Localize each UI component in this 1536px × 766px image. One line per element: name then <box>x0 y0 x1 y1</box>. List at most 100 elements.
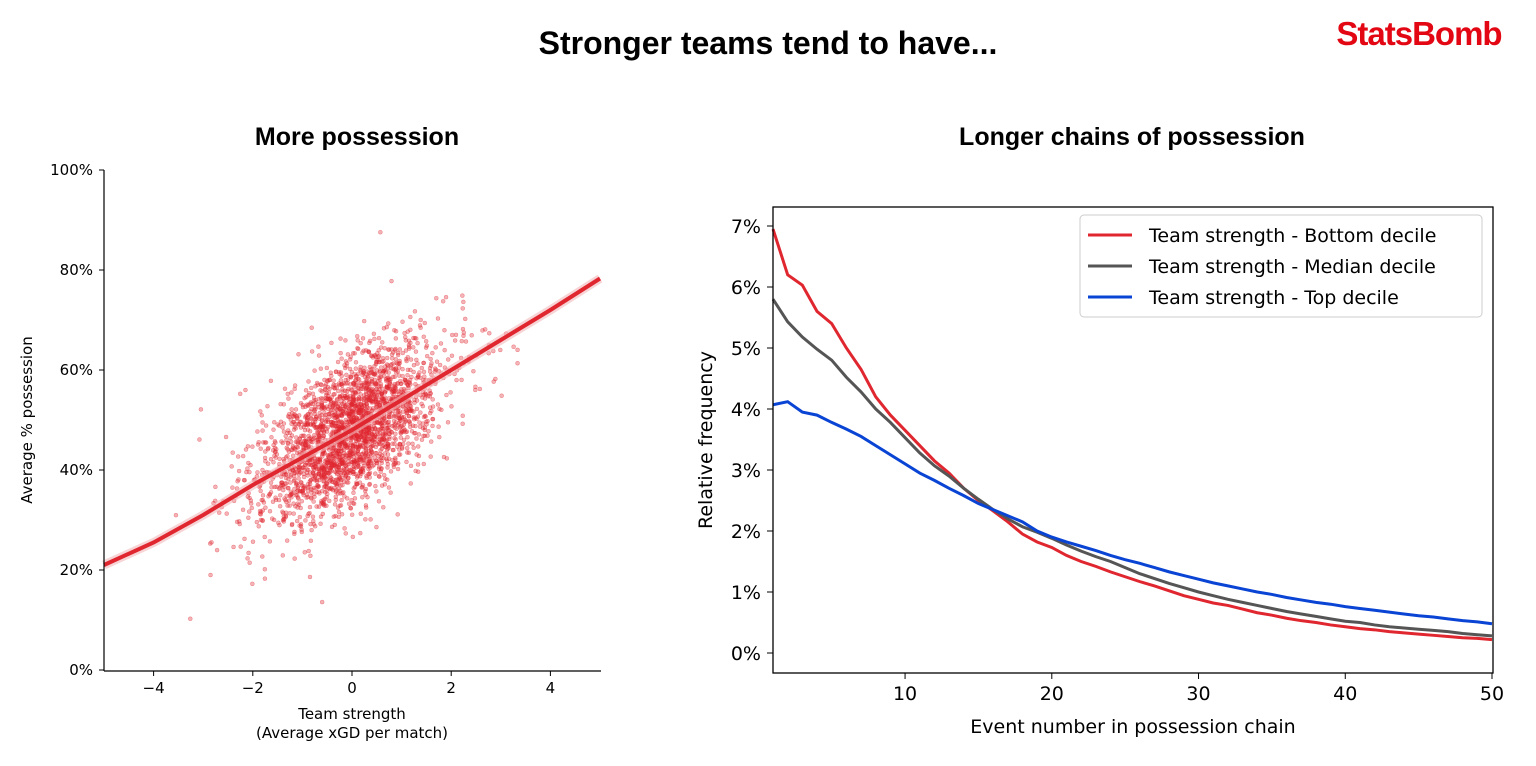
scatter-point <box>332 412 337 418</box>
scatter-point <box>318 388 323 393</box>
scatter-point <box>332 485 337 491</box>
scatter-point <box>335 505 341 510</box>
scatter-point <box>422 427 428 433</box>
scatter-point <box>382 482 388 487</box>
scatter-point <box>420 403 426 409</box>
scatter-point <box>308 385 314 391</box>
scatter-point <box>354 434 360 439</box>
scatter-point <box>331 420 337 426</box>
scatter-point <box>285 428 291 433</box>
right-x-label: Event number in possession chain <box>970 716 1295 738</box>
scatter-point <box>454 377 459 383</box>
scatter-point <box>428 454 433 459</box>
scatter-point <box>277 423 282 428</box>
scatter-point <box>368 517 373 522</box>
scatter-point <box>258 446 263 451</box>
scatter-point <box>209 540 214 545</box>
scatter-point <box>368 353 374 358</box>
scatter-point <box>348 403 353 409</box>
scatter-point <box>325 406 331 412</box>
scatter-point <box>248 498 254 503</box>
scatter-point <box>241 477 247 483</box>
scatter-point <box>414 436 419 441</box>
scatter-point <box>311 499 316 504</box>
scatter-point <box>373 471 378 476</box>
scatter-point <box>347 406 352 412</box>
scatter-point <box>515 360 520 366</box>
scatter-point <box>342 388 348 394</box>
scatter-point <box>294 482 299 488</box>
scatter-point <box>385 452 391 457</box>
scatter-point <box>337 476 342 482</box>
scatter-point <box>430 397 435 402</box>
scatter-point <box>256 502 261 507</box>
scatter-point <box>311 522 317 527</box>
scatter-point <box>376 499 382 504</box>
scatter-point <box>325 425 331 430</box>
scatter-point <box>372 433 378 438</box>
scatter-point <box>350 460 355 465</box>
chain-length-line-chart: Longer chains of possession 10 20 30 40 50 0%… <box>695 123 1504 738</box>
scatter-point <box>292 556 297 561</box>
scatter-point <box>367 406 373 411</box>
scatter-point <box>386 442 391 447</box>
scatter-point <box>314 477 320 482</box>
scatter-point <box>311 395 317 400</box>
scatter-point <box>367 481 372 487</box>
scatter-point <box>268 456 274 462</box>
scatter-point <box>304 460 310 466</box>
scatter-point <box>276 486 282 492</box>
scatter-point <box>334 385 339 390</box>
y-tick-label: 3% <box>731 460 761 482</box>
scatter-point <box>432 366 438 371</box>
plot-frame <box>772 206 1494 674</box>
scatter-point <box>260 467 265 473</box>
scatter-point <box>407 408 413 413</box>
scatter-point <box>306 433 311 439</box>
scatter-point <box>351 418 357 423</box>
scatter-point <box>347 396 352 401</box>
scatter-point <box>340 408 346 414</box>
scatter-point <box>363 389 369 395</box>
scatter-point <box>306 548 311 554</box>
scatter-point <box>307 574 313 580</box>
scatter-point <box>339 383 345 388</box>
scatter-point <box>302 550 308 555</box>
legend-label: Team strength - Bottom decile <box>1148 225 1436 247</box>
scatter-point <box>306 411 311 417</box>
scatter-point <box>337 488 343 494</box>
scatter-point <box>326 498 332 504</box>
scatter-point <box>373 396 379 402</box>
x-tick-label: 20 <box>1040 683 1064 705</box>
scatter-point <box>334 448 339 454</box>
scatter-point <box>336 406 342 411</box>
scatter-point <box>216 510 222 515</box>
scatter-point <box>348 506 354 511</box>
y-tick-label: 100% <box>50 161 93 179</box>
scatter-point <box>427 410 433 416</box>
scatter-point <box>417 375 423 380</box>
scatter-point <box>305 473 311 478</box>
scatter-point <box>357 410 362 415</box>
scatter-point <box>312 433 317 438</box>
scatter-point <box>398 435 404 440</box>
scatter-point <box>384 477 390 482</box>
scatter-point <box>421 461 427 467</box>
scatter-point <box>355 346 361 352</box>
scatter-point <box>242 536 247 542</box>
scatter-point <box>288 489 294 494</box>
scatter-point <box>262 567 268 572</box>
scatter-point <box>352 351 357 356</box>
scatter-point <box>336 451 341 456</box>
scatter-point <box>363 486 369 492</box>
y-tick-label: 6% <box>731 277 761 299</box>
scatter-point <box>413 468 418 474</box>
scatter-point <box>418 317 423 323</box>
scatter-point <box>312 368 317 373</box>
y-tick-label: 2% <box>731 521 761 543</box>
scatter-point <box>256 440 261 445</box>
x-tick-label: 2 <box>446 679 456 697</box>
scatter-point <box>369 369 374 375</box>
scatter-point <box>396 373 402 378</box>
scatter-point <box>392 435 397 441</box>
